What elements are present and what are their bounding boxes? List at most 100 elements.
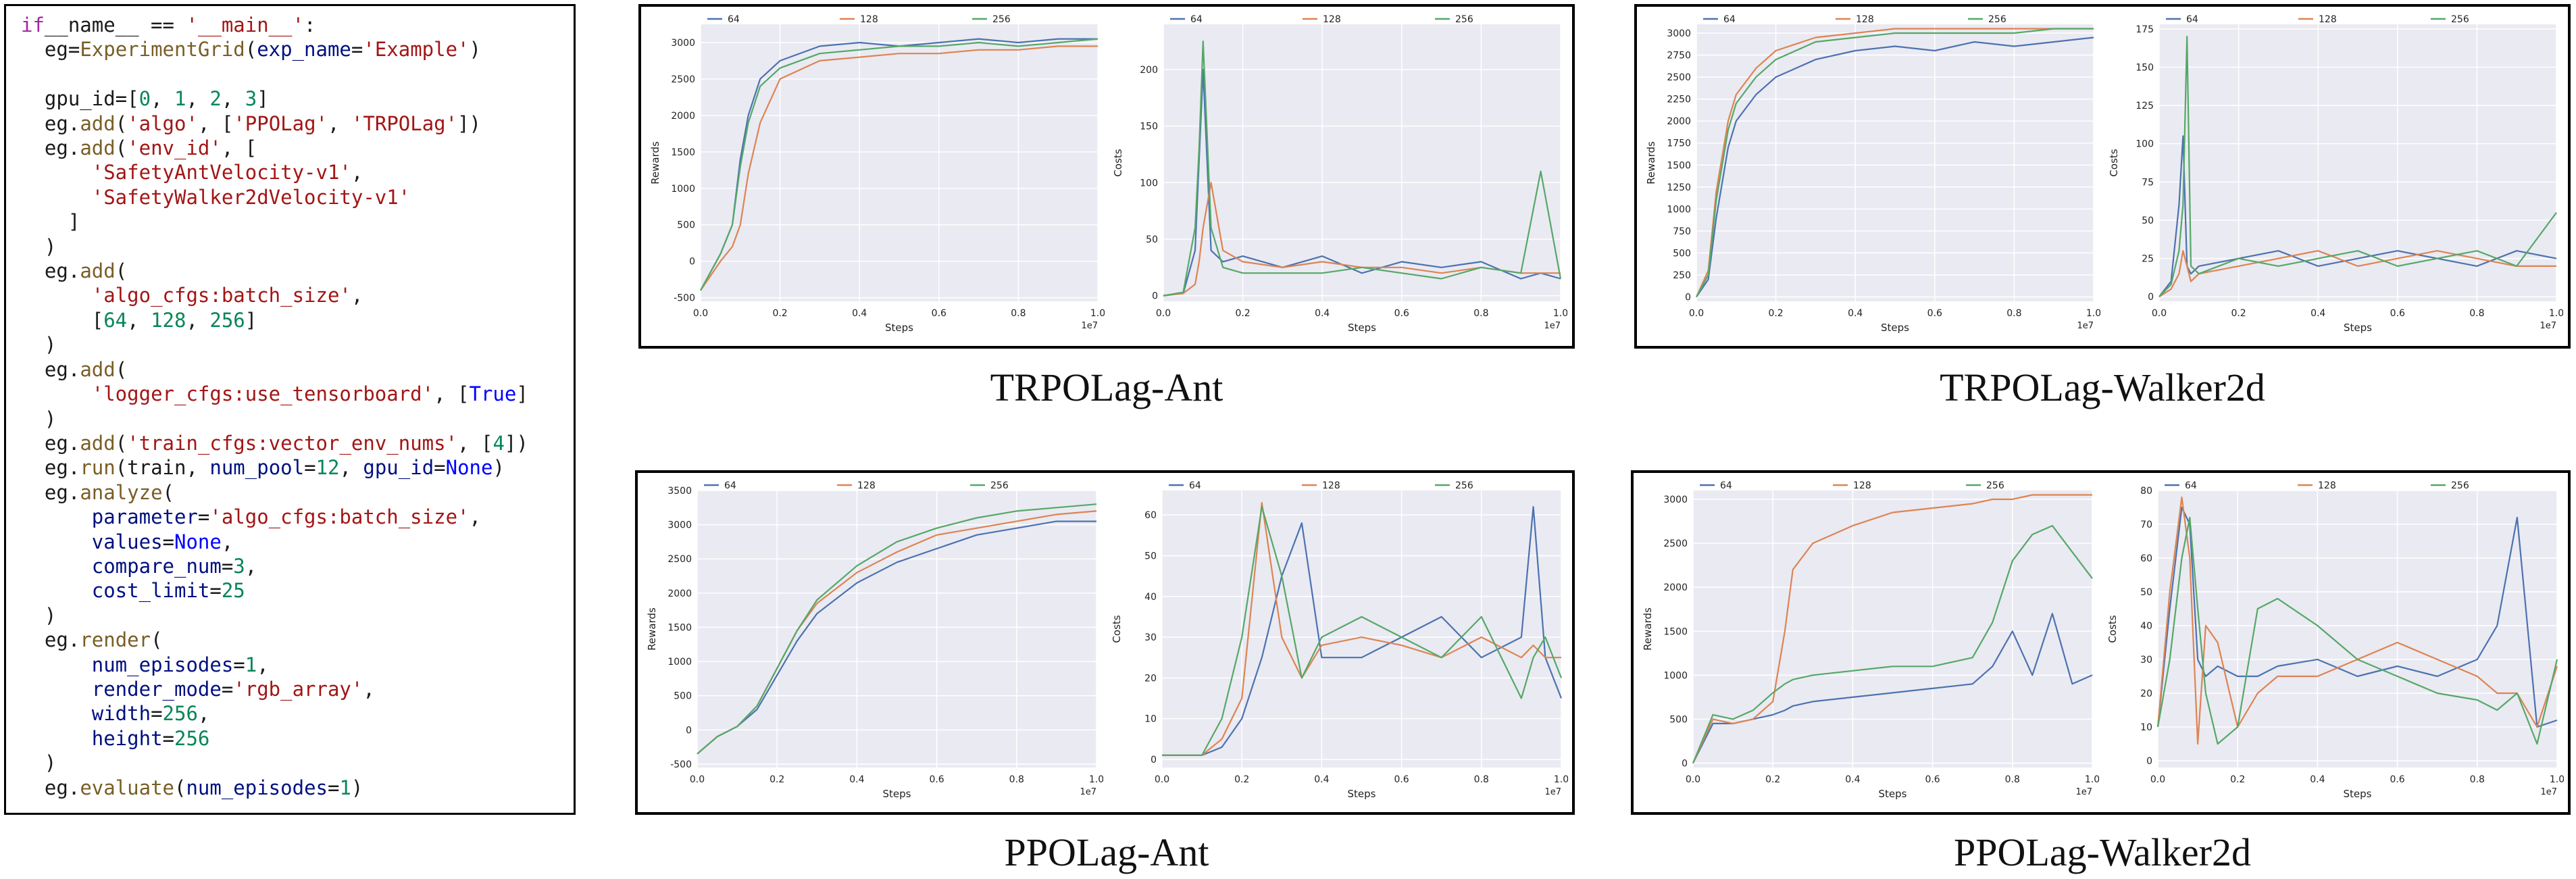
- x-tick-label: 0.6: [1925, 774, 1940, 785]
- code-token: ,: [221, 530, 234, 553]
- code-token: (: [174, 776, 186, 799]
- code-token: eg.: [21, 431, 80, 455]
- y-tick-label: 2500: [667, 554, 692, 565]
- y-axis-label: Costs: [2108, 149, 2120, 176]
- y-tick-label: 0: [1151, 755, 1157, 765]
- x-tick-label: 0.8: [2005, 774, 2020, 785]
- code-token: 'rgb_array': [233, 677, 363, 701]
- x-axis-label: Steps: [1881, 322, 1909, 334]
- plot-area: [1693, 491, 2092, 768]
- code-token: , [: [434, 382, 470, 406]
- code-line: values=None,: [21, 530, 574, 554]
- code-token: =: [209, 579, 222, 603]
- legend-label-256: 256: [1455, 480, 1473, 491]
- legend-label-64: 64: [724, 480, 736, 491]
- code-line: height=256: [21, 726, 574, 751]
- code-token: eg.: [21, 776, 80, 799]
- code-token: 'logger_cfgs:use_tensorboard': [91, 382, 434, 406]
- code-line: eg.add('algo', ['PPOLag', 'TRPOLag']): [21, 111, 574, 136]
- code-token: num_episodes: [186, 776, 328, 799]
- code-line: width=256,: [21, 701, 574, 726]
- code-token: =: [434, 456, 446, 480]
- y-tick-label: 60: [2140, 553, 2152, 564]
- legend-label-64: 64: [1189, 480, 1201, 491]
- legend-label-64: 64: [1720, 480, 1732, 491]
- y-tick-label: 3000: [671, 38, 695, 49]
- x-axis-multiplier: 1e7: [2077, 321, 2094, 331]
- code-line: cost_limit=25: [21, 578, 574, 603]
- code-token: 'SafetyWalker2dVelocity-v1': [91, 185, 411, 209]
- code-token: (train,: [115, 456, 210, 480]
- y-tick-label: 500: [1669, 714, 1688, 725]
- code-token: =: [304, 456, 316, 480]
- code-token: [21, 505, 92, 528]
- code-token: ,: [339, 456, 363, 480]
- y-tick-label: 70: [2140, 520, 2152, 530]
- plot-area: [2158, 491, 2557, 768]
- series-line-256: [2158, 36, 2557, 297]
- plot-area: [1162, 491, 1561, 768]
- x-tick-label: 0.4: [1845, 774, 1860, 785]
- code-token: ,: [197, 702, 210, 726]
- y-tick-label: 2750: [1667, 51, 1691, 61]
- code-token: [: [21, 308, 104, 332]
- caption-ppolag-walker2d: PPOLag-Walker2d: [1954, 830, 2251, 874]
- legend-label-128: 128: [1856, 14, 1874, 25]
- y-tick-label: 500: [674, 691, 692, 702]
- code-token: run: [80, 456, 116, 480]
- x-tick-label: 0.6: [1394, 774, 1409, 785]
- code-token: num_pool: [209, 456, 305, 480]
- code-token: [21, 186, 92, 209]
- code-token: 'train_cfgs:vector_env_nums': [127, 431, 458, 455]
- code-line: eg.analyze(: [21, 480, 574, 505]
- series-line-128: [1162, 502, 1561, 756]
- legend-label-256: 256: [992, 14, 1011, 25]
- x-tick-label: 0.8: [1009, 774, 1024, 785]
- y-tick-label: 30: [1144, 632, 1157, 643]
- code-token: eg.: [21, 136, 80, 160]
- legend-label-64: 64: [1190, 14, 1203, 25]
- code-token: , [: [197, 111, 234, 135]
- x-axis-multiplier: 1e7: [2075, 787, 2092, 797]
- series-line-64: [1162, 506, 1563, 756]
- x-tick-label: 0.6: [2390, 308, 2405, 319]
- x-axis-multiplier: 1e7: [1081, 321, 1098, 331]
- x-tick-label: 0.6: [1394, 308, 1409, 319]
- code-token: ,: [328, 111, 351, 135]
- x-axis-label: Steps: [2344, 322, 2372, 334]
- x-tick-label: 0.4: [1315, 308, 1330, 319]
- code-token: None: [445, 456, 493, 480]
- x-tick-label: 0.6: [1927, 308, 1942, 319]
- code-token: '__main__': [186, 14, 305, 36]
- series-line-128: [1695, 28, 2094, 297]
- legend-label-64: 64: [2185, 480, 2197, 491]
- x-tick-label: 0.2: [1235, 308, 1250, 319]
- code-token: (: [115, 357, 128, 381]
- x-tick-label: 0.0: [2150, 774, 2165, 785]
- y-tick-label: 40: [1144, 592, 1157, 603]
- code-token: 'Example': [363, 38, 470, 61]
- code-token: 2: [209, 87, 222, 111]
- code-line: ): [21, 407, 574, 431]
- x-axis-label: Steps: [1348, 788, 1376, 800]
- legend-label-64: 64: [728, 14, 740, 25]
- x-tick-label: 0.2: [2231, 308, 2246, 319]
- code-token: eg.: [21, 259, 80, 283]
- code-line: 'SafetyWalker2dVelocity-v1': [21, 185, 574, 209]
- y-tick-label: 200: [1140, 65, 1158, 76]
- chart-ppolag-walker2d-costs: 0 10 20 30 40 50 60 70 80 0.0 0.2 0.4 0.6 0.8 1.0 Steps…: [2106, 480, 2564, 800]
- y-axis-label: Costs: [1111, 615, 1123, 643]
- legend-label-128: 128: [2319, 14, 2337, 25]
- code-token: ): [493, 456, 505, 480]
- code-line: ): [21, 603, 574, 628]
- y-tick-label: 100: [1140, 178, 1158, 189]
- code-token: evaluate: [80, 776, 174, 799]
- plot-area: [1163, 24, 1561, 301]
- legend-label-128: 128: [857, 480, 876, 491]
- code-token: ,: [351, 284, 363, 307]
- chart-trpolag-walker2d-costs: 0 25 50 75 100 125 150 175 0.0 0.2 0.4 0.6 0.8 1.0 Ste…: [2108, 14, 2563, 334]
- y-tick-label: 3500: [667, 486, 692, 497]
- chart-ppolag-ant-rewards: -500 0 500 1000 1500 2000 2500 3000 3500 0.0 0.2 0.…: [646, 480, 1103, 800]
- y-tick-label: 1500: [1663, 626, 1688, 637]
- code-token: ,: [245, 554, 257, 578]
